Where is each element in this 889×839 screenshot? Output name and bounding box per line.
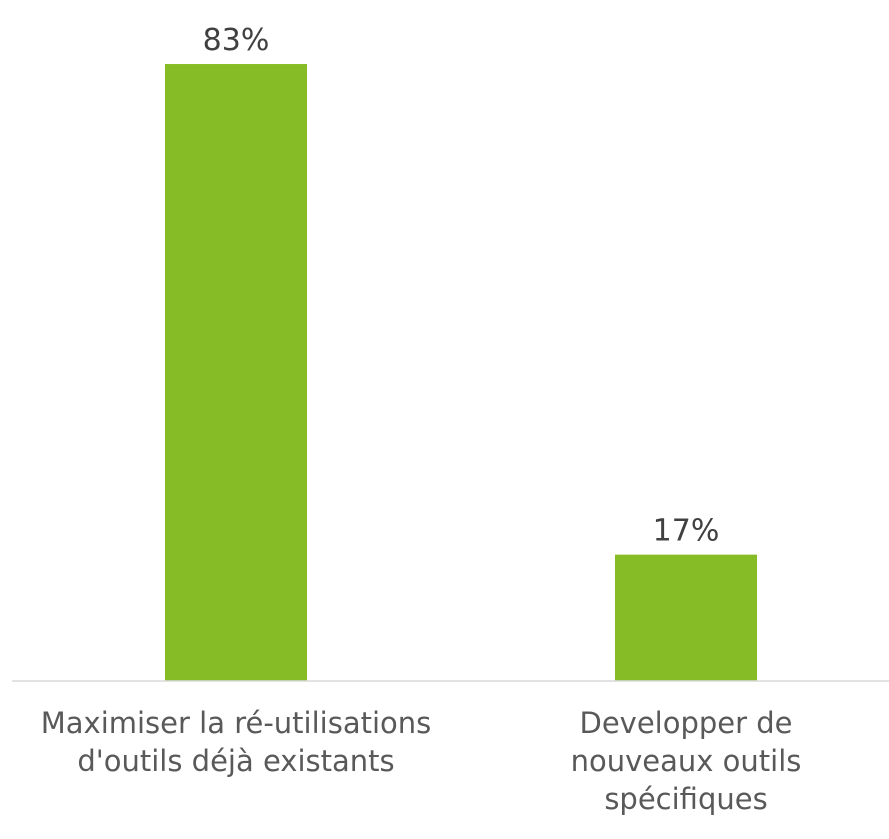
value-label: 83% [203, 23, 270, 58]
x-tick-label: Maximiser la ré-utilisations d'outils dé… [40, 706, 432, 778]
value-label: 17% [653, 514, 720, 549]
bar [615, 554, 757, 681]
bar [165, 64, 307, 682]
x-tick-label: Developper de nouveaux outils spécifique… [570, 706, 802, 816]
